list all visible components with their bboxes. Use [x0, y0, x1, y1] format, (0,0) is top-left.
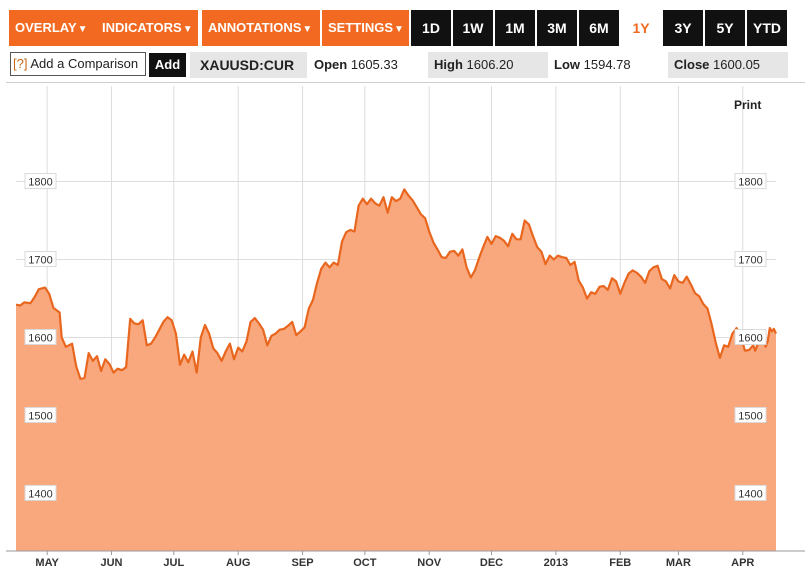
x-tick-label: JUL: [163, 557, 184, 568]
y-tick-label-left: 1500: [28, 410, 52, 422]
range-3m-button[interactable]: 3M: [537, 10, 577, 46]
header-divider: [6, 82, 805, 83]
open-value: 1605.33: [350, 57, 398, 72]
range-1w-button[interactable]: 1W: [453, 10, 493, 46]
x-tick-label: APR: [731, 557, 754, 568]
y-tick-label-right-box: [734, 484, 767, 501]
annotations-menu-button[interactable]: ANNOTATIONS▼: [202, 10, 320, 46]
x-tick-label: 2013: [544, 557, 568, 568]
comparison-placeholder: Add a Comparison: [30, 56, 139, 71]
y-tick-label-left: 1400: [28, 488, 52, 500]
range-ytd-button[interactable]: YTD: [747, 10, 787, 46]
top-strip: [0, 0, 811, 8]
print-button[interactable]: Print: [734, 98, 762, 112]
x-tick-label: MAY: [35, 557, 59, 568]
add-comparison-button[interactable]: Add: [149, 53, 186, 77]
x-tick-label: AUG: [226, 557, 250, 568]
indicators-menu-button[interactable]: INDICATORS▼: [96, 10, 198, 46]
settings-menu-button[interactable]: SETTINGS▼: [322, 10, 409, 46]
high-stat: High 1606.20: [428, 52, 548, 78]
low-value: 1594.78: [583, 57, 631, 72]
help-icon[interactable]: [?]: [13, 56, 28, 71]
comparison-input[interactable]: [?] Add a Comparison: [10, 52, 146, 76]
y-tick-label-right: 1800: [738, 177, 762, 189]
chevron-down-icon: ▼: [394, 24, 404, 35]
close-value: 1600.05: [713, 57, 761, 72]
indicators-menu-label: INDICATORS: [102, 20, 182, 35]
y-tick-label-right: 1400: [738, 488, 762, 500]
y-tick-label-left: 1600: [28, 332, 52, 344]
high-value: 1606.20: [466, 57, 514, 72]
open-stat: Open 1605.33: [308, 52, 428, 78]
close-label: Close: [674, 57, 710, 72]
chart-toolbar: OVERLAY▼ INDICATORS▼ ANNOTATIONS▼ SETTIN…: [0, 0, 811, 50]
price-area: [16, 189, 776, 551]
high-label: High: [434, 57, 463, 72]
overlay-menu-button[interactable]: OVERLAY▼: [9, 10, 97, 46]
y-tick-label-left-box: [24, 328, 57, 345]
chevron-down-icon: ▼: [302, 24, 313, 35]
y-tick-label-right-box: [734, 251, 767, 268]
low-stat: Low 1594.78: [548, 52, 668, 78]
range-3y-button[interactable]: 3Y: [663, 10, 703, 46]
y-tick-label-left-box: [24, 173, 57, 190]
chevron-down-icon: ▼: [182, 24, 193, 35]
range-1d-button[interactable]: 1D: [411, 10, 451, 46]
y-tick-label-right-box: [734, 328, 767, 345]
settings-menu-label: SETTINGS: [328, 20, 394, 35]
range-1m-button[interactable]: 1M: [495, 10, 535, 46]
quote-bar: [?] Add a Comparison Add XAUUSD:CUR Open…: [0, 52, 811, 78]
x-tick-label: SEP: [292, 557, 314, 568]
y-tick-label-left: 1800: [28, 177, 52, 189]
open-label: Open: [314, 57, 348, 72]
x-tick-label: MAR: [666, 557, 691, 568]
y-tick-label-right: 1700: [738, 255, 762, 267]
range-1y-button[interactable]: 1Y: [621, 10, 661, 46]
price-line: [15, 188, 778, 380]
x-tick-label: DEC: [480, 557, 503, 568]
y-tick-label-left-box: [24, 484, 57, 501]
chevron-down-icon: ▼: [77, 24, 88, 35]
y-tick-label-left-box: [24, 251, 57, 268]
y-tick-label-right-box: [734, 173, 767, 190]
low-label: Low: [554, 57, 580, 72]
x-tick-label: NOV: [417, 557, 442, 568]
x-tick-label: FEB: [609, 557, 631, 568]
range-5y-button[interactable]: 5Y: [705, 10, 745, 46]
x-tick-label: OCT: [353, 557, 377, 568]
y-tick-label-right-box: [734, 406, 767, 423]
y-tick-label-left: 1700: [28, 255, 52, 267]
y-tick-label-right: 1600: [738, 332, 762, 344]
y-tick-label-right: 1500: [738, 410, 762, 422]
close-stat: Close 1600.05: [668, 52, 788, 78]
annotations-menu-label: ANNOTATIONS: [208, 20, 302, 35]
y-tick-label-left-box: [24, 406, 57, 423]
overlay-menu-label: OVERLAY: [15, 20, 77, 35]
x-tick-label: JUN: [101, 557, 123, 568]
ticker-symbol: XAUUSD:CUR: [190, 52, 307, 78]
range-6m-button[interactable]: 6M: [579, 10, 619, 46]
